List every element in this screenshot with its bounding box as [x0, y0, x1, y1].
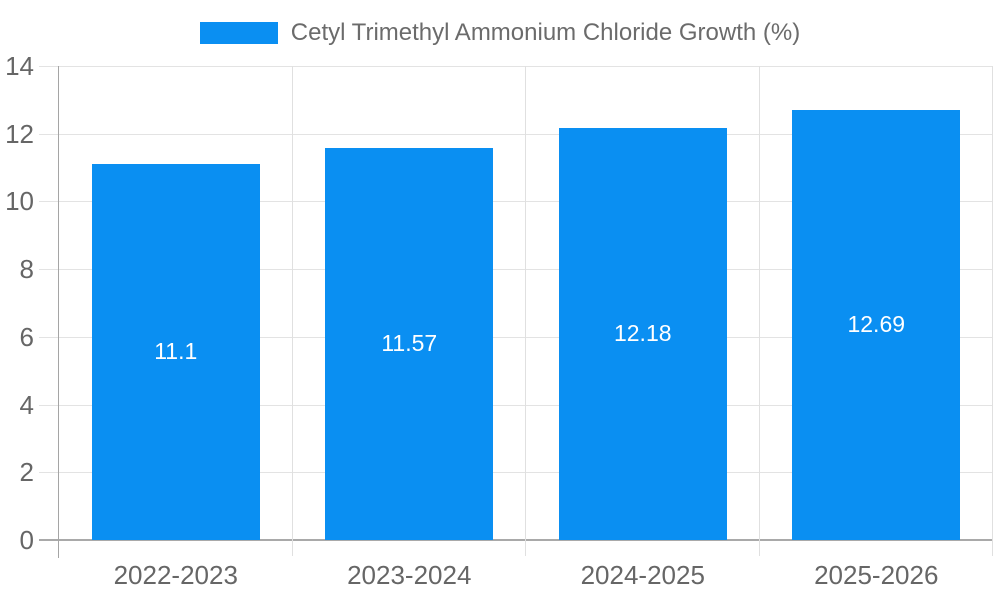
y-axis-line [58, 66, 59, 558]
gridline [39, 66, 993, 67]
x-axis-tick-label: 2023-2024 [347, 560, 472, 590]
y-axis-tick-label: 6 [19, 321, 34, 352]
bar [91, 164, 260, 540]
x-axis-tick-label: 2025-2026 [814, 560, 939, 590]
y-axis-tick-label: 8 [19, 254, 34, 285]
chart-legend: Cetyl Trimethyl Ammonium Chloride Growth… [0, 19, 1000, 47]
gridline [39, 404, 993, 406]
category-separator-line [992, 66, 993, 556]
category-separator-line [291, 66, 293, 556]
x-axis-tick-label: 2024-2025 [580, 560, 705, 590]
y-axis-tick-label: 4 [19, 389, 34, 420]
bar-value-label: 12.18 [613, 319, 672, 346]
gridline [39, 201, 993, 203]
gridline [39, 133, 993, 135]
y-axis-tick-label: 0 [19, 525, 34, 555]
gridline [39, 336, 993, 338]
bar [558, 127, 727, 540]
x-axis-tick-label: 2022-2023 [113, 560, 238, 590]
gridline [39, 269, 993, 271]
x-axis-baseline [39, 539, 993, 541]
gridline [39, 472, 993, 474]
y-axis-tick-label: 14 [5, 51, 34, 81]
bar [325, 148, 494, 540]
y-axis-tick-label: 12 [5, 118, 34, 149]
bar-value-label: 12.69 [847, 311, 906, 338]
bar-value-label: 11.57 [381, 330, 438, 357]
legend-label: Cetyl Trimethyl Ammonium Chloride Growth… [290, 19, 801, 46]
bar [792, 110, 961, 540]
legend-swatch-icon [199, 22, 278, 44]
category-separator-line [525, 66, 526, 556]
bar-value-label: 11.1 [154, 338, 198, 365]
y-axis-tick-label: 2 [19, 457, 34, 488]
y-axis-tick-label: 10 [5, 186, 34, 217]
category-separator-line [758, 66, 760, 556]
